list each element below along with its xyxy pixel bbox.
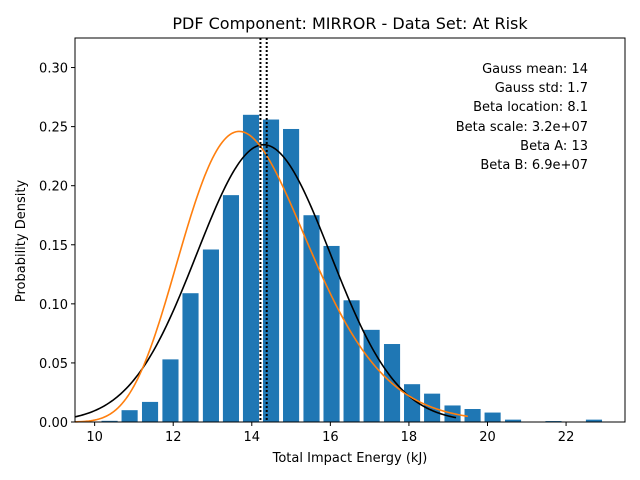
histogram-bar bbox=[222, 195, 240, 422]
annotation-block: Gauss mean: 14 Gauss std: 1.7 Beta locat… bbox=[456, 62, 588, 173]
histogram-bar bbox=[363, 329, 380, 422]
histogram-bar bbox=[504, 419, 522, 422]
y-axis-label: Probability Density bbox=[14, 180, 29, 303]
histogram-bar bbox=[464, 409, 481, 422]
y-tick-label: 0.10 bbox=[39, 298, 68, 313]
annotation-beta-b: Beta B: 6.9e+07 bbox=[480, 158, 588, 173]
vlines-group bbox=[259, 38, 268, 422]
y-tick-label: 0.05 bbox=[39, 357, 68, 372]
x-tick-label: 14 bbox=[244, 430, 261, 445]
chart-title: PDF Component: MIRROR - Data Set: At Ris… bbox=[172, 14, 528, 33]
histogram-bar bbox=[303, 215, 320, 422]
beta-curve bbox=[74, 130, 468, 423]
histogram-bar bbox=[141, 401, 159, 422]
gauss-curve bbox=[74, 143, 457, 419]
y-tick-label: 0.15 bbox=[39, 239, 68, 254]
histogram-bar bbox=[242, 114, 260, 423]
histogram-bar bbox=[202, 249, 219, 422]
axes-group: 10 12 14 16 18 20 22 0.00 0.05 0.10 0.15 0.20 0.25 0.… bbox=[39, 37, 626, 445]
histogram-bar bbox=[404, 384, 421, 422]
y-tick-label: 0.00 bbox=[39, 416, 68, 431]
x-tick-label: 20 bbox=[479, 430, 496, 445]
annotation-gauss-std: Gauss std: 1.7 bbox=[495, 81, 588, 96]
x-tick-label: 12 bbox=[165, 430, 182, 445]
y-tick-label: 0.30 bbox=[39, 62, 68, 77]
histogram-bar bbox=[585, 419, 603, 422]
plot-frame bbox=[74, 37, 626, 423]
histogram-bar bbox=[101, 420, 118, 422]
x-axis-label: Total Impact Energy (kJ) bbox=[272, 451, 428, 466]
histogram-bar bbox=[484, 412, 501, 422]
histogram-bar bbox=[323, 245, 340, 422]
histogram-bar bbox=[262, 119, 280, 422]
histogram-bar bbox=[343, 300, 360, 422]
histogram-bar bbox=[182, 293, 199, 422]
histogram-bar bbox=[121, 410, 138, 422]
annotation-beta-location: Beta location: 8.1 bbox=[473, 100, 588, 115]
x-tick-label: 18 bbox=[401, 430, 418, 445]
histogram-bar bbox=[162, 359, 179, 422]
x-tick-label: 10 bbox=[86, 430, 103, 445]
annotation-beta-scale: Beta scale: 3.2e+07 bbox=[456, 120, 588, 135]
x-tick-label: 22 bbox=[558, 430, 575, 445]
y-tick-label: 0.25 bbox=[39, 121, 68, 136]
y-tick-label: 0.20 bbox=[39, 180, 68, 195]
annotation-gauss-mean: Gauss mean: 14 bbox=[482, 62, 588, 77]
annotation-beta-a: Beta A: 13 bbox=[520, 139, 588, 154]
curves-group bbox=[74, 130, 468, 423]
histogram-bar bbox=[283, 128, 300, 423]
x-tick-label: 16 bbox=[322, 430, 339, 445]
